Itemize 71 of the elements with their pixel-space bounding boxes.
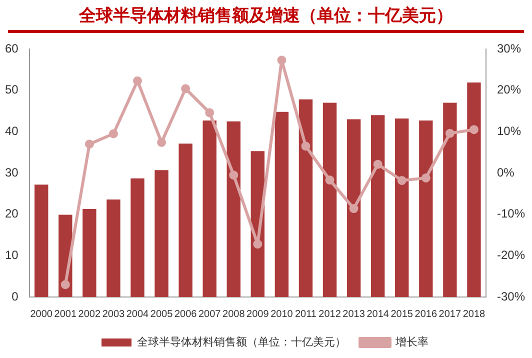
x-tick-label: 2008	[222, 308, 246, 320]
point	[60, 280, 70, 290]
legend-label: 全球半导体材料销售额（单位：十亿美元）	[137, 336, 346, 349]
point	[469, 125, 478, 134]
chart-title: 全球半导体材料销售额及增速（单位：十亿美元）	[78, 5, 454, 28]
x-tick-label: 2007	[198, 308, 222, 320]
point	[133, 76, 142, 86]
y-tick-label: 50	[4, 82, 19, 97]
bar	[419, 120, 433, 297]
y2-tick-label: -30%	[496, 289, 526, 304]
bar	[154, 170, 168, 297]
bar	[178, 144, 192, 297]
bar	[443, 102, 457, 297]
bar	[34, 184, 48, 297]
x-tick-label: 2011	[294, 308, 317, 320]
point	[325, 176, 334, 185]
bar	[298, 99, 313, 297]
bar	[274, 112, 289, 297]
bar	[346, 119, 361, 297]
bar	[467, 82, 481, 297]
point	[84, 140, 94, 149]
point	[157, 138, 166, 147]
bar	[395, 118, 409, 297]
point	[277, 56, 286, 65]
y-tick-label: 20	[4, 206, 19, 221]
x-tick-label: 2006	[174, 308, 198, 320]
x-tick-label: 2017	[438, 308, 462, 320]
point	[108, 129, 118, 138]
point	[421, 173, 430, 182]
y-tick-label: 60	[4, 41, 19, 56]
point	[373, 160, 382, 169]
y2-tick-label: 30%	[496, 41, 522, 56]
x-tick-label: 2015	[390, 308, 414, 320]
y-tick-label: 10	[4, 248, 19, 262]
y-tick-label: 30	[4, 165, 19, 180]
y2-tick-label: 0%	[496, 165, 515, 180]
y-tick-label: 40	[4, 124, 19, 138]
x-tick-label: 2002	[78, 308, 101, 320]
point	[397, 176, 406, 185]
y2-tick-label: -10%	[496, 206, 526, 221]
point	[349, 204, 358, 214]
point	[205, 108, 214, 118]
point	[229, 170, 238, 180]
x-tick-label: 2016	[414, 308, 438, 320]
y2-tick-label: 10%	[496, 124, 522, 138]
point	[253, 240, 262, 249]
point	[301, 142, 310, 151]
bar	[370, 115, 385, 297]
x-tick-label: 2012	[318, 308, 342, 320]
bar	[202, 120, 216, 297]
y-tick-label: 0	[12, 289, 19, 304]
y2-tick-label: -20%	[496, 248, 526, 262]
x-tick-label: 2005	[150, 308, 174, 320]
bar	[226, 121, 240, 297]
bar	[82, 208, 96, 297]
x-tick-label: 2014	[366, 308, 390, 320]
point	[445, 128, 454, 138]
x-tick-label: 2009	[246, 308, 270, 320]
legend-label: 增长率	[394, 336, 428, 349]
x-tick-label: 2001	[54, 308, 77, 320]
bar	[106, 199, 120, 297]
x-tick-label: 2010	[270, 308, 294, 320]
x-tick-label: 2003	[102, 308, 126, 320]
x-tick-label: 2000	[30, 308, 53, 320]
x-tick-label: 2004	[126, 308, 150, 320]
point	[181, 84, 190, 94]
bar	[130, 178, 144, 297]
y2-tick-label: 20%	[496, 82, 522, 97]
bar	[322, 102, 337, 297]
x-tick-label: 2018	[462, 308, 486, 320]
x-tick-label: 2013	[342, 308, 366, 320]
